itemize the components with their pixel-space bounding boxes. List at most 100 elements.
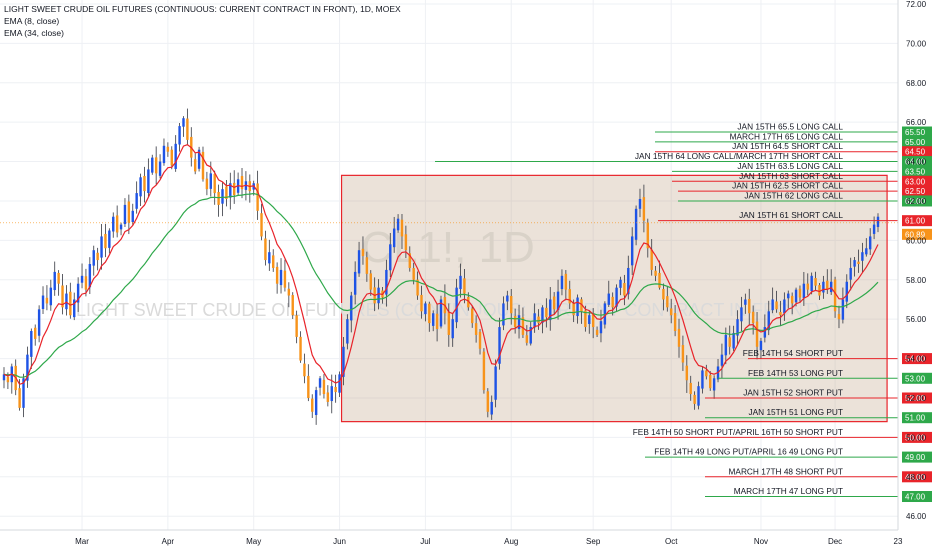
candle-body <box>115 215 119 233</box>
price-badge-label: 64.50 <box>905 148 926 157</box>
price-badge-label: 63.50 <box>905 167 926 176</box>
candle-body <box>826 280 829 290</box>
price-badge <box>902 372 932 384</box>
candle-body <box>65 293 68 310</box>
candle-body <box>666 296 669 308</box>
candle-body <box>868 236 872 250</box>
candle-body <box>291 295 294 316</box>
candle-body <box>790 295 794 304</box>
current-price-label: 60.89 <box>905 230 926 239</box>
candle-body <box>829 281 833 293</box>
candle-body <box>822 281 825 293</box>
candle-body <box>845 281 848 302</box>
option-level-label: JAN 15TH 51 LONG PUT <box>748 407 843 417</box>
candle-body <box>646 222 650 249</box>
candle-body <box>213 173 216 194</box>
option-level-label: FEB 14TH 50 SHORT PUT/APRIL 16TH 50 SHOR… <box>633 427 843 437</box>
candle-body <box>584 310 587 328</box>
option-level-label: MARCH 17TH 48 SHORT PUT <box>729 466 844 476</box>
candle-body <box>658 272 661 288</box>
candle-body <box>420 294 423 312</box>
candle-body <box>857 261 860 265</box>
x-tick-label: Apr <box>162 537 175 546</box>
candle-body <box>100 236 103 258</box>
candle-body <box>580 299 583 312</box>
candle-body <box>802 283 806 298</box>
option-level-label: FEB 14TH 54 SHORT PUT <box>743 348 843 358</box>
price-badge <box>902 126 932 138</box>
candle-body <box>205 178 209 190</box>
x-tick-label: May <box>246 537 261 546</box>
candle-body <box>447 311 451 335</box>
candle-body <box>455 287 458 323</box>
candle-body <box>865 248 868 255</box>
candle-body <box>677 328 681 347</box>
x-tick-label: Mar <box>75 537 89 546</box>
candle-body <box>139 177 142 197</box>
ema-layer <box>3 144 879 386</box>
candle-body <box>69 291 72 316</box>
candle-body <box>287 288 291 296</box>
candle-body <box>818 285 821 296</box>
candle-body <box>510 296 513 314</box>
candle-body <box>541 307 544 323</box>
candle-body <box>119 224 123 230</box>
price-badge-label: 48.00 <box>905 473 926 482</box>
y-tick-label: 48.00 <box>906 473 927 482</box>
candle-body <box>170 149 173 166</box>
price-badge <box>902 451 932 463</box>
candle-body <box>174 143 177 169</box>
candle-body <box>6 377 10 383</box>
x-tick-label: 23 <box>894 537 903 546</box>
candle-body <box>490 401 493 415</box>
price-badge-label: 62.50 <box>905 187 926 196</box>
candle-body <box>615 287 618 307</box>
candle-body <box>303 363 306 377</box>
candle-body <box>806 283 809 290</box>
candle-body <box>763 327 767 338</box>
candle-body <box>73 299 76 318</box>
candle-body <box>389 244 392 271</box>
ema-fast-legend: EMA (8, close) <box>4 16 60 26</box>
candle-body <box>783 299 786 314</box>
candle-body <box>158 161 162 176</box>
option-level-label: JAN 15TH 52 SHORT PUT <box>743 387 843 397</box>
price-badge-label: 64.00 <box>905 158 926 167</box>
candle-body <box>833 279 837 312</box>
x-tick-label: Nov <box>754 537 768 546</box>
price-badge <box>902 392 932 404</box>
price-badge <box>902 165 932 177</box>
candle-body <box>53 271 56 291</box>
candle-body <box>295 315 298 337</box>
last-close-badge <box>902 215 932 227</box>
candle-body <box>322 379 326 395</box>
option-level-label: JAN 15TH 62.5 SHORT CALL <box>732 181 843 191</box>
candle-body <box>669 308 673 316</box>
candle-body <box>260 213 263 237</box>
candle-body <box>76 283 80 303</box>
y-tick-label: 62.00 <box>906 197 927 206</box>
candle-body <box>732 332 735 349</box>
candle-body <box>525 335 529 343</box>
price-badge-label: 52.00 <box>905 394 926 403</box>
candle-body <box>318 378 322 388</box>
candle-body <box>221 189 224 204</box>
candle-body <box>127 201 131 223</box>
candle-body <box>143 175 146 192</box>
candle-body <box>607 293 610 305</box>
candle-body <box>229 183 232 198</box>
candle-body <box>201 151 205 180</box>
y-tick-label: 70.00 <box>906 39 927 48</box>
price-badge <box>902 431 932 443</box>
candle-body <box>197 149 201 169</box>
candle-body <box>853 260 856 267</box>
candle-body <box>166 146 170 152</box>
candle-body <box>334 386 337 393</box>
candle-body <box>611 296 614 308</box>
candle-body <box>61 285 64 308</box>
y-tick-label: 54.00 <box>906 355 927 364</box>
candle-body <box>767 311 770 331</box>
candle-body <box>471 308 474 324</box>
candle-body <box>552 296 556 310</box>
option-level-label: FEB 14TH 49 LONG PUT/APRIL 16 49 LONG PU… <box>654 447 843 457</box>
